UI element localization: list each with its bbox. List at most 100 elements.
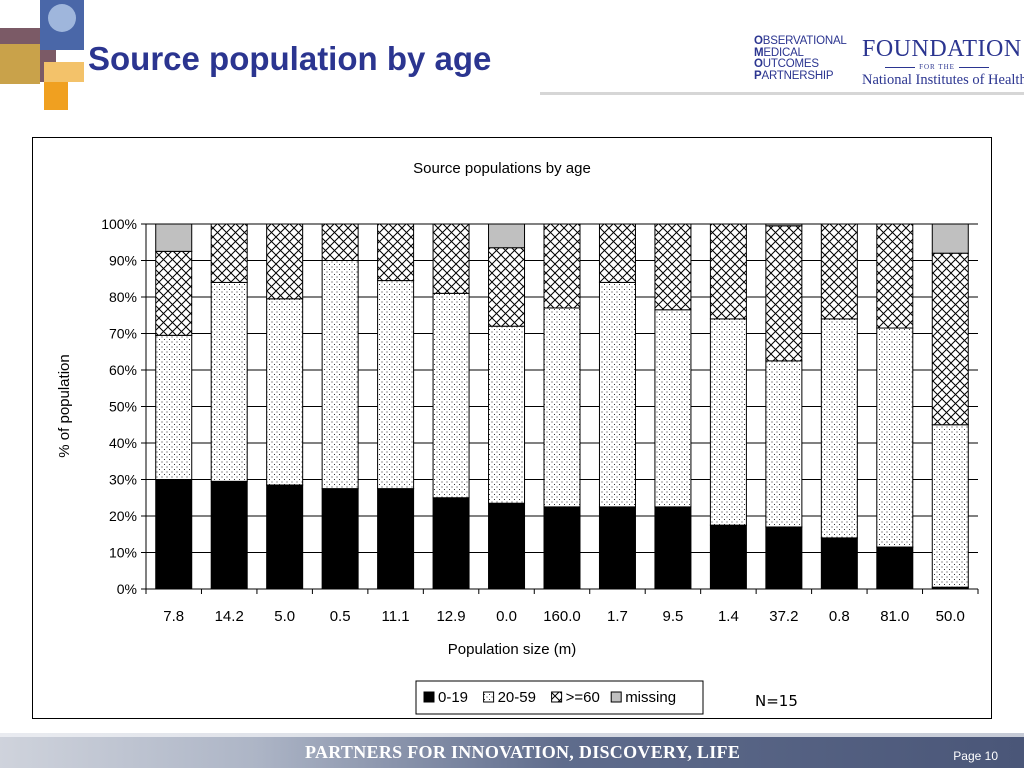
x-tick-label: 1.4 — [718, 608, 739, 625]
bar-segment — [543, 307, 581, 508]
bar-segment — [266, 484, 304, 590]
bar-segment — [876, 327, 914, 548]
x-tick-label: 7.8 — [163, 608, 184, 625]
bar-segment — [709, 318, 747, 526]
legend-swatch — [551, 691, 563, 703]
bar-segment — [321, 223, 359, 261]
omop-logo: OBSERVATIONAL MEDICAL OUTCOMES PARTNERSH… — [754, 35, 858, 82]
bar-segment — [654, 309, 692, 508]
x-tick-label: 11.1 — [382, 608, 410, 625]
legend-swatch — [483, 691, 495, 703]
bar-segment — [765, 526, 803, 590]
bar-segment — [488, 502, 526, 590]
fnih-logo-name: FOUNDATION — [862, 36, 1022, 62]
bar-segment — [765, 360, 803, 528]
x-tick-label: 0.0 — [496, 608, 517, 625]
bar-segment — [210, 281, 248, 482]
bar-segment — [155, 479, 193, 590]
bar-segment — [321, 260, 359, 490]
legend-label: 0-19 — [438, 689, 468, 706]
bar-segment — [155, 223, 193, 252]
footer-band — [0, 733, 1024, 768]
bar-segment — [488, 223, 526, 249]
legend-swatch — [423, 691, 435, 703]
x-tick-label: 160.0 — [543, 608, 581, 625]
bar-segment — [931, 424, 969, 588]
bar-segment — [488, 325, 526, 504]
x-tick-label: 50.0 — [936, 608, 965, 625]
bar-segment — [377, 223, 415, 282]
bar-segment — [266, 223, 304, 300]
chart-title: Source populations by age — [413, 160, 591, 177]
omop-logo-line: OBSERVATIONAL — [754, 35, 847, 47]
bar-segment — [820, 223, 858, 320]
legend-label: 20-59 — [498, 689, 536, 706]
bar-segment — [709, 524, 747, 590]
x-tick-label: 5.0 — [274, 608, 295, 625]
stacked-bar-chart: Source populations by age 0% 10% 20% 30% 40% 5… — [56, 160, 979, 715]
bar-segment — [210, 480, 248, 590]
bar-segment — [820, 537, 858, 590]
x-tick-label: 81.0 — [880, 608, 909, 625]
y-tick-label: 90% — [109, 253, 137, 269]
bar-segment — [432, 292, 470, 499]
sample-size-annotation: N=15 — [755, 692, 798, 710]
x-tick-label: 37.2 — [769, 608, 798, 625]
bar-segment — [321, 488, 359, 590]
y-tick-label: 40% — [109, 435, 137, 451]
bar-segment — [155, 334, 193, 480]
bar-segment — [432, 223, 470, 294]
x-tick-label: 1.7 — [607, 608, 628, 625]
fnih-logo-for: FOR THE — [862, 62, 1012, 72]
omop-logo-line: OUTCOMES — [754, 58, 819, 70]
bar-segment — [709, 223, 747, 320]
bar-segment — [543, 506, 581, 590]
footer-highlight — [0, 733, 1024, 737]
x-tick-label: 0.8 — [829, 608, 850, 625]
bar-segment — [876, 546, 914, 590]
y-tick-label: 80% — [109, 289, 137, 305]
page-number: Page 10 — [953, 749, 998, 763]
bar-segment — [931, 223, 969, 254]
bar-segment — [598, 223, 636, 283]
omop-logo-line: PARTNERSHIP — [754, 69, 834, 82]
y-tick-label: 30% — [109, 472, 137, 488]
x-axis-label: Population size (m) — [448, 641, 576, 658]
legend-label: >=60 — [566, 689, 600, 706]
bar-segment — [598, 281, 636, 508]
bar-segment — [266, 298, 304, 486]
bar-segment — [543, 223, 581, 309]
footer-tagline: PARTNERS FOR INNOVATION, DISCOVERY, LIFE — [305, 742, 741, 762]
bar-segment — [155, 250, 193, 336]
legend-label: missing — [625, 689, 676, 706]
chart-frame: Source populations by age 0% 10% 20% 30% 40% 5… — [32, 137, 992, 719]
x-tick-label: 12.9 — [436, 608, 465, 625]
legend-swatch — [610, 691, 622, 703]
x-tick-label: 9.5 — [663, 608, 684, 625]
bar-segment — [765, 225, 803, 362]
slide-title: Source population by age — [88, 40, 492, 77]
y-axis-label: % of population — [56, 354, 73, 457]
bar-segment — [876, 223, 914, 329]
bar-segment — [377, 488, 415, 590]
y-tick-label: 70% — [109, 326, 137, 342]
y-tick-label: 50% — [109, 399, 137, 415]
y-tick-label: 10% — [109, 545, 137, 561]
y-tick-label: 20% — [109, 508, 137, 524]
bar-segment — [820, 318, 858, 539]
x-tick-label: 0.5 — [330, 608, 351, 625]
header-divider — [540, 92, 1024, 95]
bar-segment — [210, 223, 248, 283]
bar-segment — [432, 497, 470, 590]
fnih-logo-institute: National Institutes of Health — [862, 72, 1024, 88]
y-tick-label: 60% — [109, 362, 137, 378]
bar-segment — [488, 247, 526, 327]
bar-segment — [931, 252, 969, 426]
corner-decoration-image — [0, 0, 84, 110]
y-tick-label: 100% — [101, 216, 137, 232]
omop-logo-line: MEDICAL — [754, 46, 804, 59]
x-tick-label: 14.2 — [215, 608, 244, 625]
bar-segment — [654, 223, 692, 311]
bar-segment — [598, 506, 636, 590]
fnih-logo: FOUNDATION FOR THE National Institutes o… — [862, 36, 1024, 88]
